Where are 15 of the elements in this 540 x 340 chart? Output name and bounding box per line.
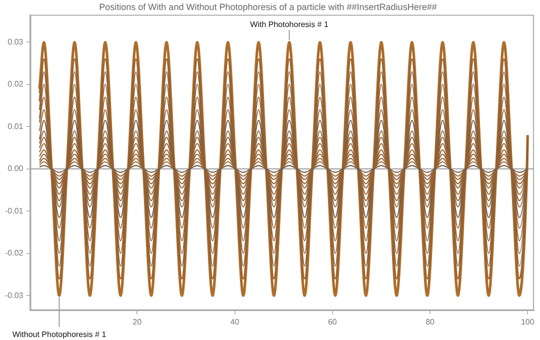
x-tick-label: 100 (520, 317, 535, 326)
x-tick-label: 60 (328, 317, 338, 326)
y-tick-label: 0.02 (8, 80, 24, 89)
y-tick-label: -0.03 (5, 290, 24, 300)
y-tick-label: 0.01 (8, 122, 24, 131)
x-tick-label: 80 (426, 317, 436, 326)
annotation: Without Photophoresis # 1 (12, 330, 107, 339)
y-tick-label: -0.02 (5, 248, 24, 258)
x-tick-label: 40 (230, 317, 240, 326)
y-tick-label: 0.00 (8, 164, 24, 174)
chart-title: Positions of With and Without Photophoresis of a particle with ##InsertRadiusHere## (99, 2, 437, 12)
annotation: With Photohoresis # 1 (250, 20, 329, 29)
y-tick-label: 0.03 (8, 37, 24, 46)
y-tick-label: -0.01 (5, 206, 24, 216)
x-tick-label: 20 (132, 317, 142, 326)
